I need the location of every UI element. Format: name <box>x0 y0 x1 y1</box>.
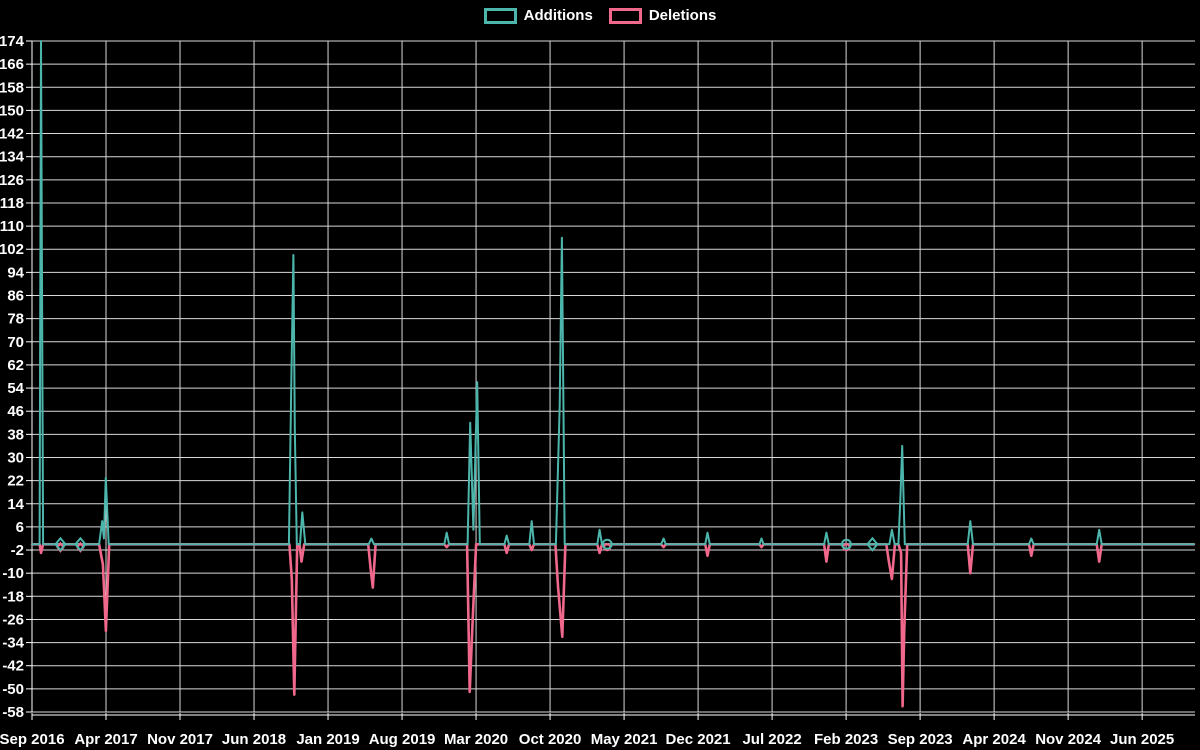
y-tick-label: -10 <box>2 565 24 582</box>
y-tick-label: 166 <box>0 56 24 73</box>
y-tick-label: 6 <box>16 519 24 536</box>
y-tick-label: -42 <box>2 658 24 675</box>
y-tick-label: 78 <box>7 311 24 328</box>
grid-lines <box>31 40 1195 713</box>
y-tick-label: -18 <box>2 588 24 605</box>
y-tick-label: 38 <box>7 426 24 443</box>
x-tick-label: Jan 2019 <box>296 731 359 748</box>
y-tick-label: 46 <box>7 403 24 420</box>
legend-item-additions[interactable]: Additions <box>483 7 593 24</box>
x-tick-label: Jun 2025 <box>1110 731 1174 748</box>
x-tick-label: Aug 2019 <box>369 731 436 748</box>
legend-item-deletions[interactable]: Deletions <box>608 7 717 24</box>
y-tick-label: 86 <box>7 288 24 305</box>
x-tick-label: May 2021 <box>591 731 658 748</box>
x-tick-label: Oct 2020 <box>519 731 582 748</box>
y-tick-label: 94 <box>7 264 24 281</box>
y-tick-label: 142 <box>0 126 24 143</box>
additions-swatch-icon <box>483 8 517 24</box>
y-tick-label: 102 <box>0 241 24 258</box>
x-tick-label: Sep 2023 <box>888 731 953 748</box>
y-tick-label: -2 <box>11 542 24 559</box>
y-tick-label: 158 <box>0 79 24 96</box>
y-tick-label: 150 <box>0 102 24 119</box>
y-tick-label: -50 <box>2 681 24 698</box>
additions-line <box>31 40 1195 546</box>
y-tick-label: -26 <box>2 611 24 628</box>
axis-labels: 1741661581501421341261181101029486787062… <box>0 33 1174 748</box>
x-tick-label: Dec 2021 <box>666 731 731 748</box>
x-tick-label: Nov 2017 <box>147 731 213 748</box>
marker-diamond <box>54 536 67 552</box>
y-tick-label: 70 <box>7 334 24 351</box>
y-tick-label: 62 <box>7 357 24 374</box>
marker-diamond <box>74 536 87 552</box>
y-tick-label: 126 <box>0 172 24 189</box>
x-tick-label: Apr 2017 <box>74 731 137 748</box>
chart-legend: Additions Deletions <box>0 8 1200 24</box>
y-tick-label: 14 <box>7 496 24 513</box>
legend-label-additions: Additions <box>523 7 593 24</box>
y-tick-label: 22 <box>7 473 24 490</box>
deletions-swatch-icon <box>608 8 642 24</box>
x-tick-label: Sep 2016 <box>0 731 65 748</box>
deletions-line <box>30 542 1196 708</box>
marker-circle <box>601 538 613 550</box>
legend-label-deletions: Deletions <box>648 7 717 24</box>
y-tick-label: 118 <box>0 195 24 212</box>
y-tick-label: 110 <box>0 218 24 235</box>
marker-diamond <box>866 536 879 552</box>
y-tick-label: 134 <box>0 149 25 166</box>
y-tick-label: 54 <box>7 380 24 397</box>
x-tick-label: Nov 2024 <box>1035 731 1102 748</box>
axis-ticks <box>26 40 1195 720</box>
x-tick-label: Apr 2024 <box>962 731 1026 748</box>
y-tick-label: -58 <box>2 704 24 721</box>
y-tick-label: -34 <box>2 635 24 652</box>
marker-circle <box>840 538 852 550</box>
x-tick-label: Jul 2022 <box>742 731 801 748</box>
x-tick-label: Mar 2020 <box>444 731 508 748</box>
x-tick-label: Jun 2018 <box>222 731 286 748</box>
y-tick-label: 174 <box>0 33 25 50</box>
point-markers <box>54 536 879 553</box>
y-tick-label: 30 <box>7 449 24 466</box>
x-tick-label: Feb 2023 <box>814 731 878 748</box>
